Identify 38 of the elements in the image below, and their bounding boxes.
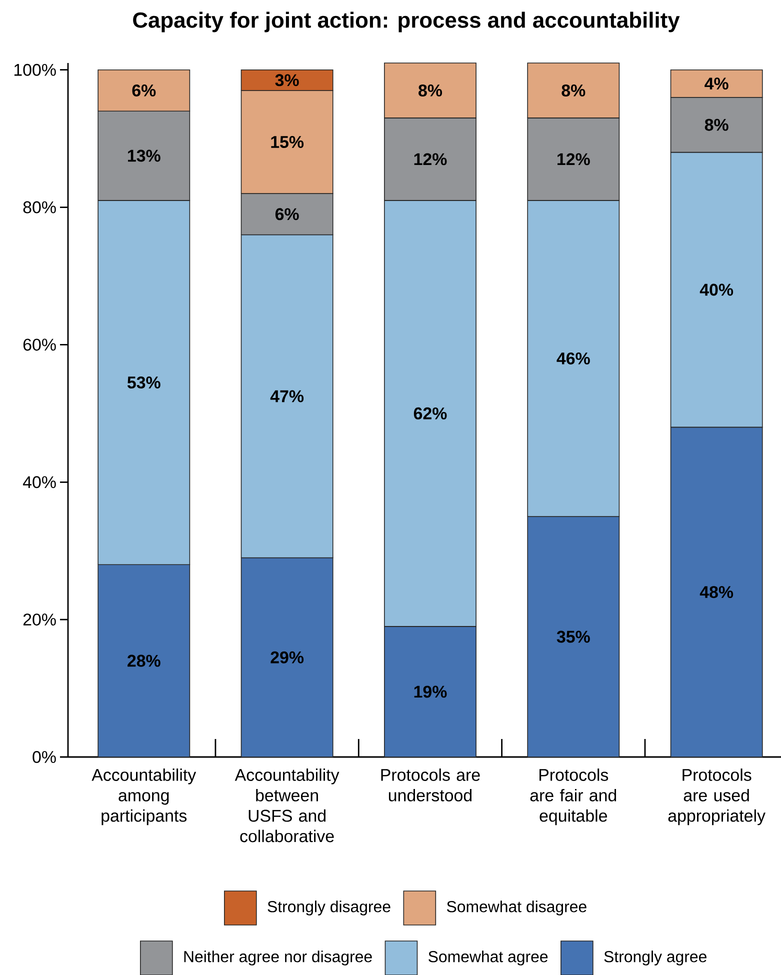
data-label: 8% (562, 84, 586, 96)
data-label: 46% (556, 352, 590, 364)
legend-label: Strongly disagree (268, 900, 390, 916)
data-label: 8% (418, 84, 442, 96)
data-label: 48% (700, 586, 734, 598)
y-tick-label: 60% (23, 338, 56, 351)
data-label: 6% (132, 84, 156, 96)
x-tick-label: Protocols are used appropriately (668, 768, 766, 826)
y-tick-label: 40% (22, 476, 56, 488)
data-label: 35% (556, 630, 590, 643)
y-tick-label: 0% (32, 751, 56, 763)
chart-title: Capacity for joint action: process and accountability (133, 12, 680, 32)
data-label: 15% (271, 136, 304, 148)
x-tick-label: Accountability among participants (92, 768, 196, 826)
data-label: 4% (704, 78, 728, 90)
data-label: 8% (704, 118, 728, 131)
legend-label: Somewhat disagree (446, 900, 586, 916)
data-label: 12% (558, 153, 590, 166)
y-tick-label: 20% (23, 614, 56, 626)
x-tick-label: Accountability between USFS and collaborative (234, 768, 340, 842)
legend-label: Somewhat agree (428, 950, 548, 966)
legend-label: Neither agree nor disagree (184, 950, 372, 966)
data-label: 47% (270, 390, 304, 402)
data-label: 3% (275, 74, 299, 86)
legend-label: Strongly agree (604, 950, 706, 966)
data-label: 53% (127, 376, 160, 389)
data-label: 19% (414, 686, 447, 698)
data-label: 40% (700, 284, 734, 296)
y-tick-label: 80% (23, 201, 56, 214)
data-label: 6% (275, 208, 299, 220)
data-label: 28% (128, 654, 160, 667)
x-tick-label: Protocols are fair and equitable (530, 768, 616, 826)
data-label: 13% (128, 150, 160, 162)
data-label: 62% (414, 407, 447, 420)
data-label: 12% (414, 153, 447, 166)
y-tick-label: 100% (14, 64, 56, 76)
data-label: 29% (270, 651, 304, 664)
x-tick-label: Protocols are understood (381, 768, 480, 802)
